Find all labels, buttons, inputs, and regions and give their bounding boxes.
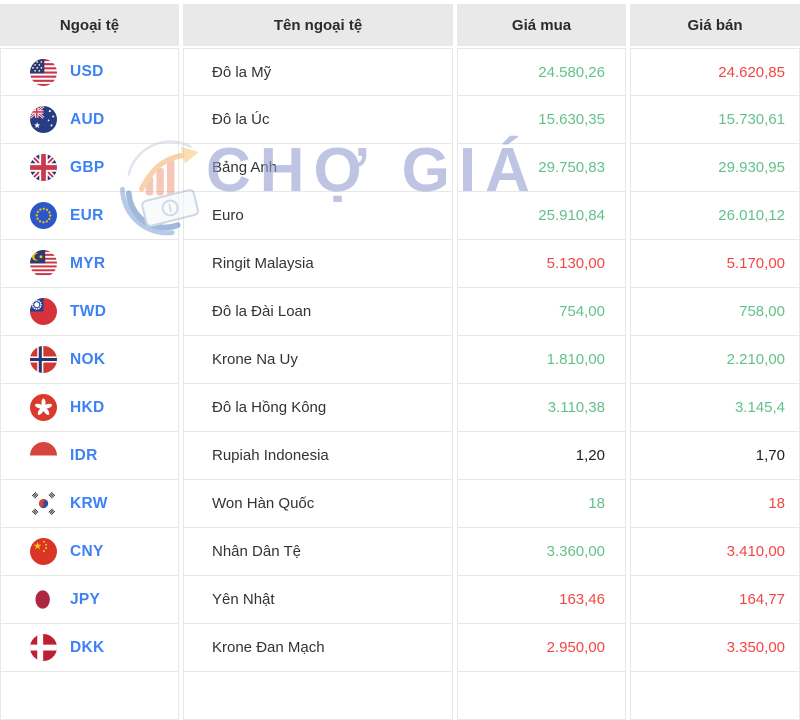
flag-twd-icon [30,298,57,325]
buy-price: 1.810,00 [457,336,626,384]
buy-price: 1,20 [457,432,626,480]
table-row-nok: NOK Krone Na Uy 1.810,00 2.210,00 [0,336,800,384]
currency-name: Krone Na Uy [183,336,453,384]
buy-price: 3.110,38 [457,384,626,432]
table-row-twd: TWD Đô la Đài Loan 754,00 758,00 [0,288,800,336]
currency-code-link[interactable]: IDR [70,446,98,464]
sell-price: 3.145,4 [630,384,800,432]
currency-name: Nhân Dân Tệ [183,528,453,576]
buy-price: 5.130,00 [457,240,626,288]
flag-myr-icon [30,250,57,277]
currency-code-link[interactable]: MYR [70,254,106,272]
sell-price: 2.210,00 [630,336,800,384]
currency-name: Bảng Anh [183,144,453,192]
flag-usd-icon [30,58,57,86]
table-row-jpy: JPY Yên Nhật 163,46 164,77 [0,576,800,624]
currency-code-link[interactable]: HKD [70,398,105,416]
flag-idr-icon [30,442,57,469]
sell-price: 5.170,00 [630,240,800,288]
flag-eur-icon [30,202,57,229]
buy-price: 3.360,00 [457,528,626,576]
table-row-hkd: HKD Đô la Hồng Kông 3.110,38 3.145,4 [0,384,800,432]
sell-price: 1,70 [630,432,800,480]
currency-name: Euro [183,192,453,240]
header-row: Ngoại tệ Tên ngoại tệ Giá mua Giá bán [0,4,800,48]
currency-code-link[interactable]: EUR [70,206,104,224]
currency-code-link[interactable]: AUD [70,110,105,128]
currency-code-link[interactable]: CNY [70,542,104,560]
currency-code-link[interactable]: JPY [70,590,101,608]
flag-hkd-icon [30,394,57,421]
col-header-buy-price: Giá mua [457,4,626,48]
table-row-dkk: DKK Krone Đan Mạch 2.950,00 3.350,00 [0,624,800,672]
flag-krw-icon [31,491,56,516]
currency-code-link[interactable]: GBP [70,158,105,176]
currency-name: Rupiah Indonesia [183,432,453,480]
sell-price: 3.350,00 [630,624,800,672]
table-row-usd: USD Đô la Mỹ 24.580,26 24.620,85 [0,48,800,96]
flag-aud-icon [30,106,57,133]
col-header-currency: Ngoại tệ [0,4,179,48]
flag-dkk-icon [30,634,57,661]
flag-jpy-icon [35,590,50,609]
exchange-rate-page: Ngoại tệ Tên ngoại tệ Giá mua Giá bán US… [0,4,800,720]
buy-price: 29.750,83 [457,144,626,192]
currency-code-link[interactable]: DKK [70,638,105,656]
sell-price: 24.620,85 [630,48,800,96]
sell-price: 164,77 [630,576,800,624]
sell-price: 26.010,12 [630,192,800,240]
table-header: Ngoại tệ Tên ngoại tệ Giá mua Giá bán [0,4,800,48]
currency-name: Ringit Malaysia [183,240,453,288]
exchange-rate-table: Ngoại tệ Tên ngoại tệ Giá mua Giá bán US… [0,4,800,720]
currency-name: Krone Đan Mạch [183,624,453,672]
table-row-eur: EUR Euro 25.910,84 26.010,12 [0,192,800,240]
table-row-partial [0,672,800,720]
currency-name: Đô la Mỹ [183,48,453,96]
table-row-gbp: GBP Bảng Anh 29.750,83 29.930,95 [0,144,800,192]
col-header-currency-name: Tên ngoại tệ [183,4,453,48]
sell-price: 758,00 [630,288,800,336]
table-row-myr: MYR Ringit Malaysia 5.130,00 5.170,00 [0,240,800,288]
currency-name: Đô la Úc [183,96,453,144]
buy-price: 15.630,35 [457,96,626,144]
table-row-cny: CNY Nhân Dân Tệ 3.360,00 3.410,00 [0,528,800,576]
currency-code-link[interactable]: TWD [70,302,107,320]
buy-price: 163,46 [457,576,626,624]
buy-price: 2.950,00 [457,624,626,672]
buy-price: 18 [457,480,626,528]
currency-name: Yên Nhật [183,576,453,624]
currency-name: Won Hàn Quốc [183,480,453,528]
sell-price: 15.730,61 [630,96,800,144]
table-row-idr: IDR Rupiah Indonesia 1,20 1,70 [0,432,800,480]
flag-gbp-icon [30,154,57,181]
buy-price: 754,00 [457,288,626,336]
buy-price: 25.910,84 [457,192,626,240]
currency-name: Đô la Đài Loan [183,288,453,336]
currency-name: Đô la Hồng Kông [183,384,453,432]
buy-price: 24.580,26 [457,48,626,96]
flag-nok-icon [30,346,57,373]
table-row-aud: AUD Đô la Úc 15.630,35 15.730,61 [0,96,800,144]
sell-price: 29.930,95 [630,144,800,192]
currency-code-link[interactable]: USD [70,63,104,80]
currency-code-link[interactable]: KRW [70,494,108,512]
sell-price: 18 [630,480,800,528]
table-row-krw: KRW Won Hàn Quốc 18 18 [0,480,800,528]
col-header-sell-price: Giá bán [630,4,800,48]
sell-price: 3.410,00 [630,528,800,576]
currency-code-link[interactable]: NOK [70,350,106,368]
flag-cny-icon [30,538,57,565]
